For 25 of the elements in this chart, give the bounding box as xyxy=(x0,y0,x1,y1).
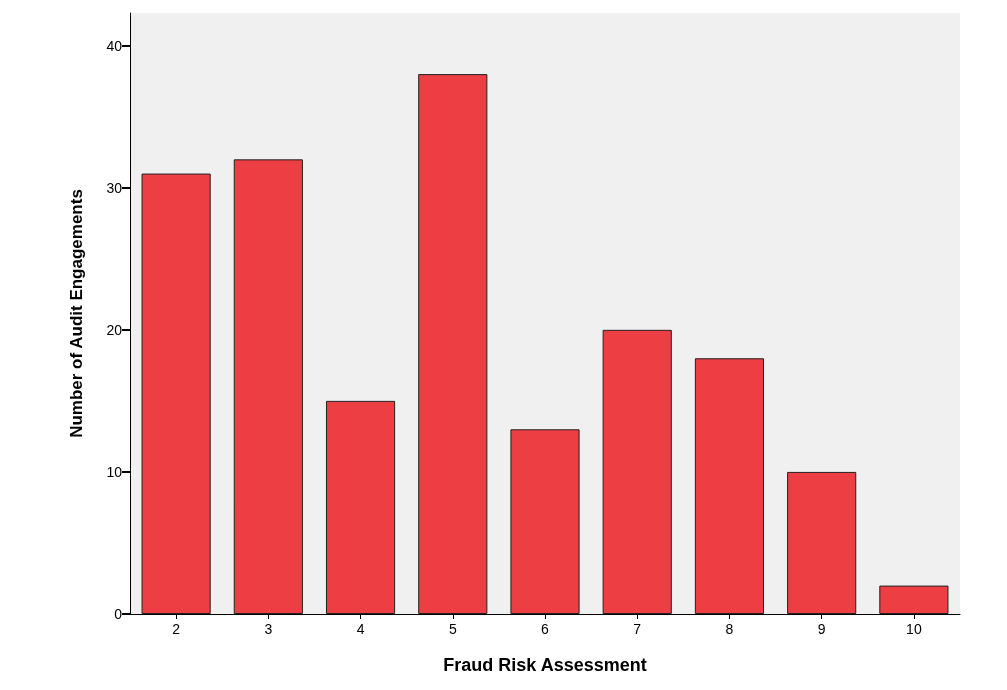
bar xyxy=(694,358,765,614)
y-tick-label: 10 xyxy=(106,463,123,480)
x-tick-label: 10 xyxy=(906,621,922,637)
x-tick-label: 3 xyxy=(264,621,273,637)
bar xyxy=(602,329,672,614)
x-tick-label: 8 xyxy=(725,621,734,637)
x-tick-label: 6 xyxy=(541,621,550,637)
bar xyxy=(510,429,580,614)
x-tick-label: 9 xyxy=(817,621,826,637)
y-tick-label: 40 xyxy=(106,37,123,54)
bar xyxy=(418,74,488,614)
x-tick-label: 2 xyxy=(172,621,181,637)
x-tick-label: 4 xyxy=(356,621,365,637)
bar xyxy=(141,173,211,614)
bar xyxy=(787,471,857,614)
bar xyxy=(879,585,949,614)
x-tick-label: 7 xyxy=(633,621,642,637)
y-tick-label: 30 xyxy=(106,179,123,196)
y-tick-label: 0 xyxy=(114,606,123,622)
bar xyxy=(325,400,396,614)
x-tick-label: 5 xyxy=(448,621,457,637)
bar xyxy=(233,159,303,614)
y-tick-label: 20 xyxy=(106,321,123,338)
x-axis-title: Fraud Risk Assessment xyxy=(443,655,647,675)
y-axis-title: Number of Audit Engagements xyxy=(67,189,86,438)
